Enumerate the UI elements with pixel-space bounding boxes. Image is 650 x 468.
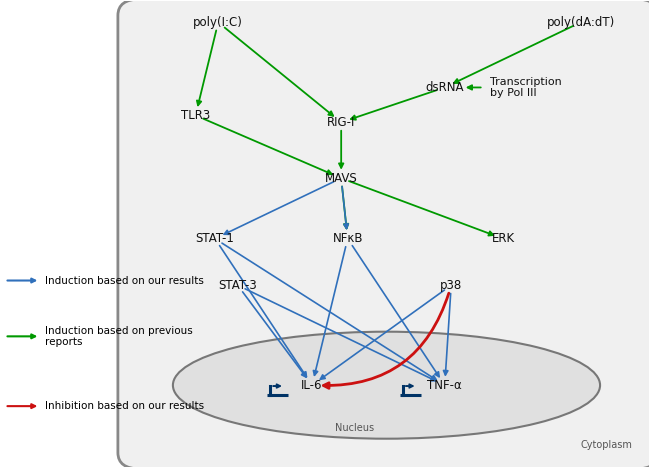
Text: p38: p38 xyxy=(440,278,462,292)
Text: STAT-3: STAT-3 xyxy=(218,278,257,292)
Text: poly(dA:dT): poly(dA:dT) xyxy=(547,16,615,29)
Text: poly(I:C): poly(I:C) xyxy=(193,16,243,29)
Text: dsRNA: dsRNA xyxy=(426,81,464,94)
Text: ERK: ERK xyxy=(491,232,515,245)
Text: TLR3: TLR3 xyxy=(181,109,210,122)
Text: STAT-1: STAT-1 xyxy=(196,232,235,245)
Text: IL-6: IL-6 xyxy=(302,379,323,392)
Text: NFκB: NFκB xyxy=(332,232,363,245)
Text: Induction based on previous
reports: Induction based on previous reports xyxy=(46,326,193,347)
Text: Inhibition based on our results: Inhibition based on our results xyxy=(46,401,205,411)
Text: Induction based on our results: Induction based on our results xyxy=(46,276,204,285)
Text: Transcription
by Pol III: Transcription by Pol III xyxy=(490,77,562,98)
Ellipse shape xyxy=(173,332,600,439)
Text: Cytoplasm: Cytoplasm xyxy=(580,440,632,450)
Text: TNF-α: TNF-α xyxy=(427,379,462,392)
Text: MAVS: MAVS xyxy=(325,172,358,185)
Text: RIG-I: RIG-I xyxy=(327,116,356,129)
Text: Nucleus: Nucleus xyxy=(335,423,374,433)
FancyBboxPatch shape xyxy=(118,0,650,468)
